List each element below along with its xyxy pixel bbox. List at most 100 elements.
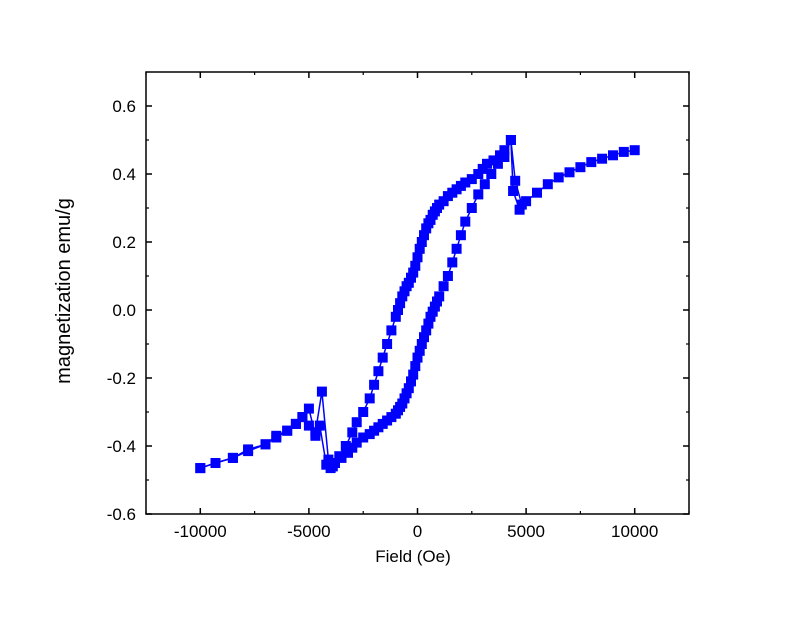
data-point-marker [608,150,618,161]
data-point-marker [412,252,423,263]
x-tick-label: -5000 [287,522,330,541]
data-point-marker [382,339,393,349]
y-tick-label: -0.2 [107,369,136,388]
y-tick-label: 0.4 [112,165,136,184]
series-line [200,137,635,469]
data-point-marker [406,376,416,387]
data-point-marker [423,218,434,229]
data-point-marker [427,209,438,220]
data-point-marker [386,325,397,336]
data-point-marker [410,361,421,372]
data-point-marker [401,388,412,399]
data-point-marker [412,352,423,363]
data-point-marker [486,169,497,179]
data-point-marker [514,204,525,215]
series-layer [195,135,640,474]
data-point-marker [479,179,490,190]
data-point-marker [499,152,510,162]
data-point-marker [399,286,410,297]
data-point-marker [451,243,462,254]
data-point-marker [510,175,521,186]
data-point-marker [260,439,271,450]
data-point-marker [340,441,351,451]
x-axis-title: Field (Oe) [375,547,451,566]
plot-border [145,71,690,515]
data-point-marker [434,291,445,302]
data-point-marker [542,179,553,190]
data-point-marker [314,420,325,431]
data-point-marker [447,257,458,268]
data-point-marker [336,452,347,463]
data-point-marker [516,199,527,210]
y-tick-label: 0.0 [112,301,136,320]
data-point-marker [290,418,301,429]
x-tick-label: 0 [413,522,422,541]
data-point-marker [358,407,369,417]
data-point-marker [492,158,503,169]
data-point-marker [482,158,492,169]
y-tick-label: 0.2 [112,233,136,252]
data-point-marker [195,463,206,474]
data-point-marker [351,417,362,428]
data-point-marker [227,452,238,463]
data-point-marker [347,442,358,453]
data-point-marker [358,432,369,443]
data-point-marker [310,430,321,441]
data-point-marker [243,446,254,457]
x-tick-label: -10000 [174,522,227,541]
data-point-marker [575,162,586,173]
data-point-marker [460,216,471,227]
data-point-marker [505,135,516,145]
data-point-marker [410,260,421,271]
x-tick-label: 10000 [611,522,658,541]
data-point-marker [297,412,308,423]
data-point-marker [553,172,564,183]
data-point-marker [282,425,293,436]
data-point-marker [442,271,453,281]
data-point-marker [416,237,427,247]
data-point-marker [419,230,429,241]
data-point-marker [442,191,453,202]
data-point-marker [271,432,282,443]
data-point-marker [395,298,406,309]
y-axis: -0.6 -0.4 -0.2 0.0 0.2 0.4 0.6 [107,97,689,524]
data-point-marker [508,186,519,196]
data-point-marker [414,345,425,356]
data-point-marker [369,379,380,390]
data-point-marker [401,281,412,292]
data-point-marker [629,145,640,156]
data-point-marker [597,153,608,164]
data-point-marker [377,352,388,363]
data-point-marker [432,296,442,307]
data-point-marker [325,463,336,474]
data-point-marker [373,366,384,377]
data-point-marker [303,403,314,414]
x-axis: -10000 -5000 0 5000 10000 [145,72,690,541]
data-point-marker [421,325,432,336]
data-point-marker [473,189,484,200]
y-axis-title: magnetization emu/g [53,198,75,384]
data-point-marker [455,230,466,241]
data-point-marker [414,243,425,254]
y-tick-label: -0.4 [107,437,136,456]
y-tick-label: 0.6 [112,97,136,116]
plot-frame [145,71,690,515]
data-point-marker [316,386,327,397]
data-point-marker [408,369,419,380]
data-point-marker [466,203,477,213]
data-point-marker [532,187,542,198]
data-point-marker [427,306,438,317]
data-point-marker [586,157,597,168]
data-point-marker [477,163,488,174]
data-point-marker [393,305,403,315]
data-point-marker [330,458,340,468]
data-point-marker [466,174,477,185]
data-point-marker [397,291,408,302]
data-point-marker [390,311,401,322]
data-point-marker [429,301,440,312]
data-point-marker [423,318,434,329]
data-point-marker [351,437,362,448]
data-point-marker [438,281,449,292]
data-point-marker [397,398,408,409]
